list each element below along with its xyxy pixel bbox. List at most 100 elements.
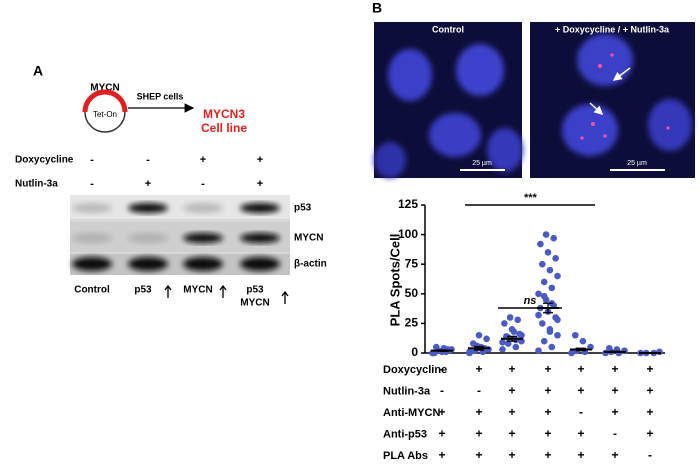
- data-point: [546, 328, 554, 335]
- sign: +: [257, 154, 263, 166]
- scale-label: 25 µm: [472, 160, 492, 167]
- panel-label: B: [372, 0, 382, 16]
- band: [128, 233, 168, 243]
- result: Cell line: [201, 121, 247, 135]
- lane-label: MYCN: [183, 285, 212, 296]
- sign: +: [438, 427, 445, 441]
- band: [128, 203, 168, 213]
- sign: -: [613, 427, 617, 441]
- sign: +: [508, 448, 515, 462]
- sign: +: [611, 405, 618, 419]
- sign: +: [646, 405, 653, 419]
- sign: +: [475, 448, 482, 462]
- data-point: [504, 340, 512, 347]
- data-point: [510, 328, 518, 335]
- data-point: [499, 346, 506, 353]
- data-point: [550, 234, 557, 242]
- nucleus: [577, 34, 633, 86]
- error-bar: [610, 350, 620, 354]
- sign: -: [90, 154, 94, 166]
- data-point: [548, 284, 556, 292]
- sign: +: [508, 405, 515, 419]
- plasmid-insert: [82, 89, 128, 113]
- data-point: [537, 240, 544, 248]
- data-point: [552, 254, 559, 262]
- sign: +: [508, 362, 515, 376]
- y-axis-title: PLA Spots/Cell: [387, 234, 402, 327]
- significance-label: ns: [524, 295, 537, 307]
- band: [72, 233, 112, 243]
- data-point: [512, 343, 520, 351]
- significance-label: ***: [524, 192, 538, 204]
- pla-spot: [666, 126, 670, 130]
- sign: +: [577, 448, 584, 462]
- up-arrow: [281, 290, 289, 304]
- data-point: [506, 314, 514, 321]
- y-tick-label: 125: [398, 197, 418, 211]
- data-point: [656, 348, 663, 356]
- sign: -: [201, 178, 205, 190]
- scale-label: 25 µm: [627, 160, 647, 167]
- band: [128, 257, 168, 271]
- sign: +: [438, 405, 445, 419]
- sign: +: [611, 362, 618, 376]
- band: [240, 233, 280, 243]
- row-label: Nutlin-3a: [15, 179, 58, 190]
- lane-label: Control: [74, 285, 110, 296]
- sign: +: [611, 448, 618, 462]
- data-point: [542, 231, 550, 238]
- data-point: [568, 349, 575, 357]
- data-point: [518, 331, 525, 339]
- sign: +: [257, 178, 263, 190]
- condition-label: Doxycycline: [383, 364, 447, 376]
- band-label: MYCN: [294, 233, 323, 244]
- sign: +: [646, 384, 653, 398]
- data-point: [514, 316, 521, 324]
- lane-label: p53: [134, 285, 152, 296]
- pointer-arrow: [589, 102, 604, 116]
- band: [72, 257, 112, 271]
- band: [183, 233, 223, 243]
- panel-label: A: [33, 63, 43, 79]
- sign: +: [544, 384, 551, 398]
- sign: +: [577, 384, 584, 398]
- pointer-arrow: [612, 67, 631, 81]
- data-point: [539, 320, 546, 327]
- data-point: [535, 347, 542, 354]
- sign: +: [508, 384, 515, 398]
- nucleus: [487, 128, 523, 172]
- construct-promoter: Tet-On: [93, 110, 117, 119]
- result: MYCN3: [203, 107, 245, 121]
- condition-label: PLA Abs: [383, 450, 428, 462]
- error-bar: [576, 347, 586, 352]
- data-point: [433, 343, 440, 351]
- pla-spot: [580, 136, 584, 140]
- sign: +: [577, 427, 584, 441]
- row-label: Doxycycline: [15, 155, 74, 166]
- band: [72, 203, 112, 213]
- band-label: β-actin: [294, 259, 327, 270]
- nucleus: [388, 49, 432, 101]
- nucleus: [429, 113, 481, 157]
- blot-strip: [70, 254, 290, 275]
- band: [183, 257, 223, 271]
- sign: +: [577, 362, 584, 376]
- sign: +: [646, 362, 653, 376]
- data-point: [554, 331, 561, 339]
- condition-label: Nutlin-3a: [383, 385, 431, 397]
- data-point: [579, 337, 587, 345]
- lane-label: MYCN: [240, 298, 269, 309]
- data-point: [466, 348, 473, 356]
- data-point: [554, 272, 561, 280]
- data-point: [539, 260, 546, 268]
- nucleus: [648, 99, 692, 151]
- data-point: [540, 337, 548, 345]
- data-point: [554, 316, 561, 324]
- lane-label: p53: [246, 285, 264, 296]
- nucleus: [562, 104, 618, 156]
- band-label: p53: [294, 203, 312, 214]
- data-point: [540, 278, 548, 286]
- error-bar: [437, 349, 447, 352]
- band: [240, 203, 280, 213]
- y-tick-label: 25: [405, 316, 419, 330]
